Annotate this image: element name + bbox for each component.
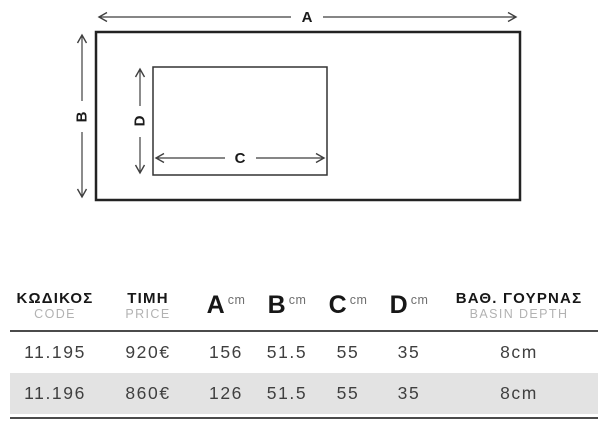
cell-d: 35 <box>397 342 421 362</box>
c-header-unit: cm <box>349 293 368 307</box>
col-header-a: A cm <box>196 293 256 318</box>
dim-d-label: D <box>132 115 149 126</box>
basin-outline <box>152 66 328 176</box>
cell-b: 51.5 <box>266 383 308 403</box>
dim-b-label: B <box>74 111 91 122</box>
cell-a: 126 <box>209 383 243 403</box>
price-header-label: ΤΙΜΗ <box>127 289 169 307</box>
table-body: 11.195 920€ 156 51.5 55 35 8cm 11.196 86… <box>10 332 598 414</box>
dimension-a: A <box>97 9 518 26</box>
col-header-basin-depth: ΒΑΘ. ΓΟΥΡΝΑΣ BASIN DEPTH <box>440 290 598 322</box>
dim-a-label: A <box>302 9 313 26</box>
d-header-unit: cm <box>410 293 429 307</box>
b-header-unit: cm <box>288 293 307 307</box>
b-header-letter: B <box>267 291 286 319</box>
cell-price: 860€ <box>125 383 171 403</box>
dim-c-label: C <box>235 150 246 167</box>
basin-header-label: ΒΑΘ. ΓΟΥΡΝΑΣ <box>455 289 583 307</box>
col-header-d: D cm <box>378 293 440 318</box>
cell-code: 11.195 <box>24 342 86 362</box>
cell-c: 55 <box>336 342 360 362</box>
table-header: ΚΩΔΙΚΟΣ CODE ΤΙΜΗ PRICE A cm B cm C cm D… <box>10 281 598 332</box>
col-header-price: ΤΙΜΗ PRICE <box>100 290 196 322</box>
cell-price: 920€ <box>125 342 171 362</box>
cell-a: 156 <box>209 342 243 362</box>
dimension-diagram: A B D C <box>74 9 522 202</box>
cell-d: 35 <box>397 383 421 403</box>
cell-basin-depth: 8cm <box>500 342 538 362</box>
d-header-letter: D <box>389 291 408 319</box>
table-bottom-rule <box>10 417 598 419</box>
col-header-b: B cm <box>256 293 318 318</box>
price-header-sublabel: PRICE <box>125 306 171 321</box>
a-header-unit: cm <box>227 293 246 307</box>
code-header-sublabel: CODE <box>34 306 76 321</box>
table-row: 11.196 860€ 126 51.5 55 35 8cm <box>10 373 598 414</box>
table-row: 11.195 920€ 156 51.5 55 35 8cm <box>10 332 598 373</box>
cell-b: 51.5 <box>266 342 308 362</box>
dimension-c: C <box>154 150 326 167</box>
spec-table: ΚΩΔΙΚΟΣ CODE ΤΙΜΗ PRICE A cm B cm C cm D… <box>10 281 598 419</box>
dimension-d: D <box>132 67 149 175</box>
col-header-c: C cm <box>318 293 378 318</box>
cell-c: 55 <box>336 383 360 403</box>
c-header-letter: C <box>328 291 347 319</box>
a-header-letter: A <box>206 291 225 319</box>
cell-basin-depth: 8cm <box>500 383 538 403</box>
basin-header-sublabel: BASIN DEPTH <box>469 306 569 321</box>
col-header-code: ΚΩΔΙΚΟΣ CODE <box>10 290 100 322</box>
dimension-diagram-svg: A B D C <box>74 9 522 202</box>
dimension-b: B <box>74 33 91 199</box>
code-header-label: ΚΩΔΙΚΟΣ <box>16 289 94 307</box>
cell-code: 11.196 <box>24 383 86 403</box>
